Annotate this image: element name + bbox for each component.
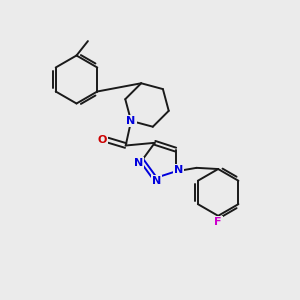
- Text: N: N: [174, 165, 183, 175]
- Text: N: N: [134, 158, 143, 168]
- Text: O: O: [98, 134, 107, 145]
- Text: N: N: [127, 116, 136, 126]
- Text: N: N: [152, 176, 161, 186]
- Text: F: F: [214, 217, 222, 227]
